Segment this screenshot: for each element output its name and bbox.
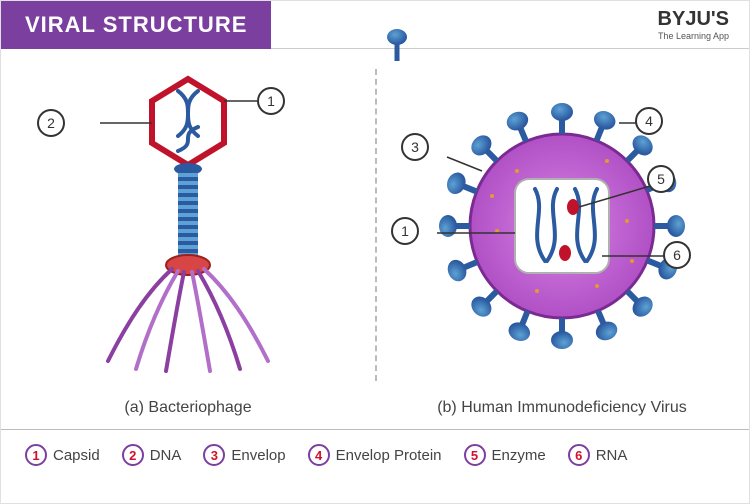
- legend-item: 3 Envelop: [203, 444, 285, 466]
- caption-a: (a) Bacteriophage: [1, 399, 375, 417]
- legend-badge: 1: [25, 444, 47, 466]
- legend-item: 1 Capsid: [25, 444, 100, 466]
- callout-1: 1: [257, 87, 285, 115]
- hiv-enzyme-1: [567, 199, 579, 215]
- panel-hiv: 1 3 4 5 6 (b) Human Immunodeficiency Vir…: [375, 49, 749, 429]
- logo-text: BYJU'S: [658, 8, 729, 31]
- callout-h6: 6: [663, 241, 691, 269]
- legend-badge: 4: [308, 444, 330, 466]
- phage-fibers: [108, 269, 268, 371]
- legend-item: 6 RNA: [568, 444, 628, 466]
- hiv-svg: [397, 61, 727, 381]
- callout-h3: 3: [401, 133, 429, 161]
- callout-h1: 1: [391, 217, 419, 245]
- legend-label: Capsid: [53, 447, 100, 464]
- callout-h4: 4: [635, 107, 663, 135]
- hiv-enzyme-2: [559, 245, 571, 261]
- callout-h5: 5: [647, 165, 675, 193]
- legend-item: 4 Envelop Protein: [308, 444, 442, 466]
- logo-subtext: The Learning App: [658, 31, 729, 41]
- figure-title: VIRAL STRUCTURE: [1, 1, 271, 49]
- legend-label: Enzyme: [492, 447, 546, 464]
- bacteriophage-svg: [38, 61, 338, 381]
- legend-badge: 6: [568, 444, 590, 466]
- legend-label: Envelop: [231, 447, 285, 464]
- brand-logo: BYJU'S The Learning App: [658, 8, 729, 41]
- legend-badge: 5: [464, 444, 486, 466]
- legend-item: 2 DNA: [122, 444, 182, 466]
- diagram-area: 1 2 (a) Bacteriophage: [1, 49, 749, 429]
- legend-label: Envelop Protein: [336, 447, 442, 464]
- legend-badge: 3: [203, 444, 225, 466]
- phage-sheath: [178, 171, 198, 261]
- panel-bacteriophage: 1 2 (a) Bacteriophage: [1, 49, 375, 429]
- legend: 1 Capsid 2 DNA 3 Envelop 4 Envelop Prote…: [1, 429, 749, 480]
- figure-container: VIRAL STRUCTURE BYJU'S The Learning App: [0, 0, 750, 504]
- legend-badge: 2: [122, 444, 144, 466]
- phage-baseplate: [166, 255, 210, 275]
- caption-b: (b) Human Immunodeficiency Virus: [375, 399, 749, 417]
- legend-label: DNA: [150, 447, 182, 464]
- header: VIRAL STRUCTURE BYJU'S The Learning App: [1, 1, 749, 49]
- callout-2: 2: [37, 109, 65, 137]
- legend-item: 5 Enzyme: [464, 444, 546, 466]
- legend-label: RNA: [596, 447, 628, 464]
